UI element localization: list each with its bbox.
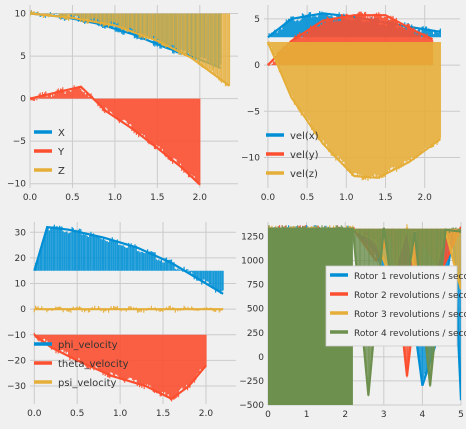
x-tick-label: 1.5 [156, 409, 170, 419]
x-tick-label: 0.5 [70, 409, 84, 419]
subplot-position: 0.0 0.5 1.0 1.5 2.0 10 5 0 −5 −10 XYZ [7, 5, 238, 203]
x-tick-label: 0.0 [261, 193, 276, 203]
x-tick-label: 5 [458, 410, 464, 420]
legend-label-rotor-1-revolutions-second: Rotor 1 revolutions / second [354, 272, 466, 282]
legend-label-psi-velocity: psi_velocity [58, 378, 117, 389]
y-tick-label: −20 [7, 356, 26, 366]
series-z [30, 10, 231, 87]
legend: XYZ [34, 128, 65, 177]
series-theta-velocity [33, 332, 207, 402]
series-line [33, 225, 224, 295]
y-tick-label: 10 [15, 10, 27, 20]
y-tick-label: −250 [239, 377, 264, 387]
y-tick-label: 30 [15, 228, 27, 238]
legend: vel(x) vel(y) vel(z) [266, 131, 319, 180]
y-tick-label: −10 [241, 154, 260, 164]
y-tick-label: 5 [254, 15, 260, 25]
y-tick-label: −10 [7, 180, 26, 190]
legend-label-z: Z [58, 166, 65, 177]
legend-label-rotor-2-revolutions-second: Rotor 2 revolutions / second [354, 291, 466, 301]
x-tick-label: 4 [420, 410, 426, 420]
legend-label-phi-velocity: phi_velocity [58, 340, 118, 351]
legend: phi_velocity theta_velocity psi_velocity [34, 340, 129, 389]
y-tick-label: 250 [247, 329, 264, 339]
y-tick-label: 0 [254, 61, 260, 71]
x-tick-label: 0.5 [65, 193, 79, 203]
x-tick-label: 1.5 [378, 193, 392, 203]
legend-label-x: X [58, 128, 65, 139]
x-tick-label: 0.5 [300, 193, 314, 203]
y-tick-label: −5 [247, 107, 260, 117]
series-vel-z [266, 41, 442, 181]
y-tick-label: 5 [20, 52, 26, 62]
legend-label-rotor-4-revolutions-second: Rotor 4 revolutions / second [354, 329, 466, 339]
x-tick-label: 3 [381, 410, 387, 420]
x-tick-label: 0.0 [27, 409, 42, 419]
y-tick-label: 750 [247, 281, 264, 291]
series-line [267, 14, 434, 66]
y-tick-label: 1250 [241, 232, 264, 242]
subplot-rotor-speed: 0 1 2 3 4 5 1250 1000 750 500 250 0 −250 −500 Rotor 1 … [239, 222, 466, 420]
x-tick-label: 1 [304, 410, 310, 420]
y-tick-label: −30 [7, 382, 26, 392]
x-tick-label: 1.0 [113, 409, 128, 419]
legend-label-rotor-3-revolutions-second: Rotor 3 revolutions / second [354, 310, 466, 320]
y-tick-label: −500 [239, 401, 264, 411]
legend-label-vel-z: vel(z) [290, 169, 318, 180]
series-phi-velocity [33, 224, 224, 295]
series-band [30, 85, 201, 186]
y-tick-label: 10 [15, 280, 27, 290]
series-line [30, 85, 201, 186]
series-line [33, 333, 207, 401]
y-tick-label: 0 [20, 95, 26, 105]
series-line [266, 41, 442, 179]
x-tick-label: 1.0 [108, 193, 123, 203]
series-line [30, 12, 231, 87]
legend-label-vel-y: vel(y) [290, 150, 319, 161]
y-tick-label: 0 [258, 353, 264, 363]
series-psi-velocity [33, 305, 224, 313]
y-tick-label: 0 [20, 305, 26, 315]
legend-label-theta-velocity: theta_velocity [58, 359, 129, 370]
x-tick-label: 2.0 [193, 193, 208, 203]
x-tick-label: 2 [342, 410, 348, 420]
y-tick-label: 20 [15, 254, 27, 264]
series-y [30, 85, 201, 186]
x-tick-label: 1.5 [150, 193, 164, 203]
x-tick-label: 0.0 [23, 193, 38, 203]
series-band [30, 10, 231, 87]
subplot-angular-velocity: 0.0 0.5 1.0 1.5 2.0 30 20 10 0 −10 −20 −30 phi_veloc… [7, 222, 236, 419]
x-tick-label: 0 [265, 410, 271, 420]
y-tick-label: 1000 [241, 257, 264, 267]
x-tick-label: 2.0 [418, 193, 433, 203]
subplot-velocity: 0.0 0.5 1.0 1.5 2.0 5 0 −5 −10 vel(x) vel(y) vel(z) [241, 5, 460, 203]
legend-label-y: Y [57, 147, 65, 158]
x-tick-label: 2.0 [199, 409, 214, 419]
series-band [33, 332, 207, 402]
x-tick-label: 1.0 [339, 193, 354, 203]
y-tick-label: −5 [13, 137, 26, 147]
legend: Rotor 1 revolutions / second Rotor 2 revo… [325, 265, 466, 347]
legend-label-vel-x: vel(x) [290, 131, 319, 142]
y-tick-label: −10 [7, 331, 26, 341]
series-line [267, 12, 441, 39]
y-tick-label: 500 [247, 305, 264, 315]
